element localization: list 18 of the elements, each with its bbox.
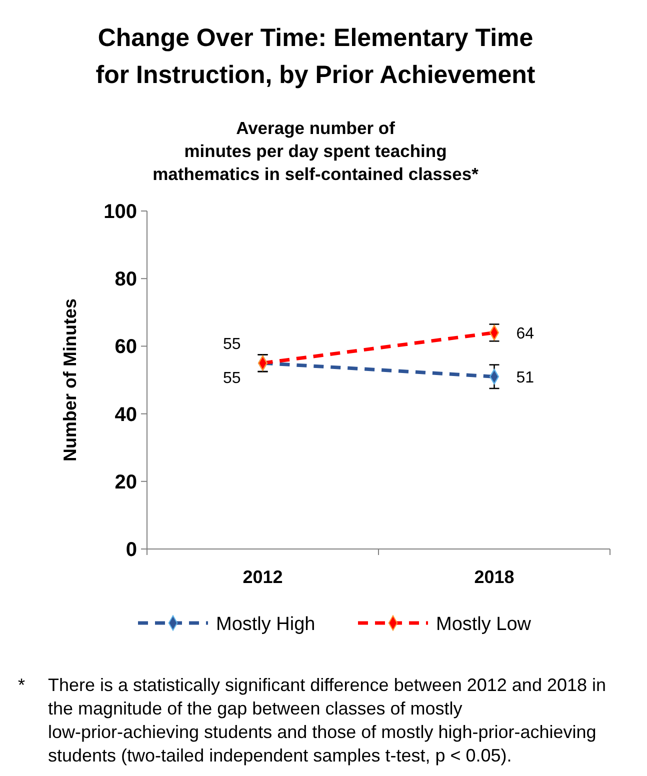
chart-title: Change Over Time: Elementary Time for Instruction, by Prior Achievement — [96, 24, 536, 89]
legend-label: Mostly Low — [436, 614, 532, 635]
y-tick-label: 60 — [114, 336, 137, 358]
y-tick-label: 20 — [114, 471, 137, 494]
text: * There is a statistically significant difference between 2012 and 2018 in the magnitude of the gap between classes of mostly low-prior-achieving students and those of mostly high-prior-achieving students (two-tailed independent samples t-test, p < 0.05). — [18, 675, 606, 766]
data-label: 55 — [222, 370, 241, 388]
data-label: 51 — [516, 370, 534, 387]
y-axis-title: Number of Minutes — [60, 298, 80, 462]
chart-subtitle: Average number of minutes per day spent teaching mathematics in self-contained classes* — [152, 118, 479, 184]
data-label: 55 — [222, 336, 241, 354]
y-tick-label: 100 — [104, 201, 137, 223]
y-tick-label: 40 — [114, 404, 137, 426]
x-tick-label: 2012 — [242, 567, 283, 587]
y-tick-label: 0 — [126, 539, 137, 561]
data-label: 64 — [516, 326, 534, 343]
legend-label: Mostly High — [216, 614, 316, 635]
x-tick-label: 2018 — [474, 567, 514, 587]
y-tick-label: 80 — [114, 268, 137, 291]
